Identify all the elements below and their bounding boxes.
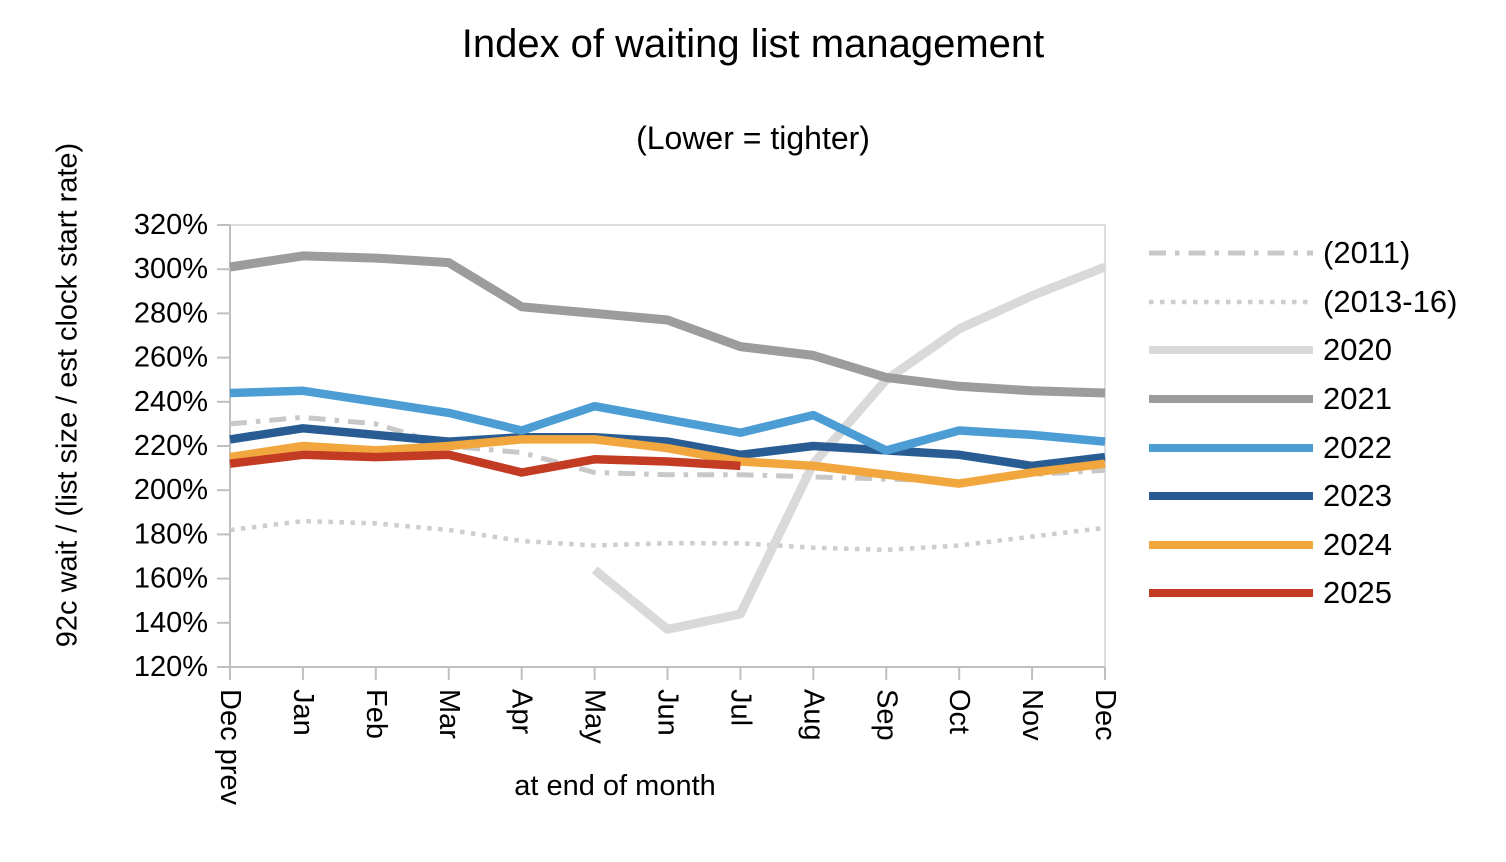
legend-label: 2020 bbox=[1323, 332, 1392, 368]
chart-title: Index of waiting list management bbox=[461, 22, 1045, 66]
legend-swatch-2020 bbox=[1149, 346, 1313, 355]
legend-item-2023: 2023 bbox=[1148, 472, 1457, 521]
y-tick-label: 140% bbox=[134, 607, 208, 639]
legend-item-2022: 2022 bbox=[1148, 423, 1457, 472]
legend-label: 2021 bbox=[1323, 381, 1392, 417]
y-tick-label: 240% bbox=[134, 386, 208, 418]
legend: (2011) (2013-16) 2020 2021 2022 2023 2024 2025 bbox=[1148, 229, 1457, 618]
x-tick-label: Jul bbox=[724, 689, 756, 726]
legend-swatch-2022 bbox=[1149, 443, 1313, 452]
x-tick-label: Sep bbox=[870, 689, 902, 741]
y-tick-label: 260% bbox=[134, 342, 208, 374]
x-tick-label: Mar bbox=[433, 689, 465, 739]
legend-swatch-2013-16 bbox=[1149, 299, 1313, 305]
legend-item-2013-16: (2013-16) bbox=[1148, 278, 1457, 327]
series-line-2020 bbox=[591, 262, 1107, 634]
series-line-2023 bbox=[229, 424, 1106, 471]
legend-label: 2024 bbox=[1323, 526, 1392, 562]
x-tick-label: Feb bbox=[360, 689, 392, 739]
legend-swatch-2023 bbox=[1149, 492, 1313, 501]
legend-item-2025: 2025 bbox=[1148, 569, 1457, 618]
x-tick-label: Jun bbox=[652, 689, 684, 736]
y-tick-label: 180% bbox=[134, 518, 208, 550]
y-tick-label: 200% bbox=[134, 474, 208, 506]
legend-label: 2023 bbox=[1323, 478, 1392, 514]
legend-swatch-2024 bbox=[1149, 540, 1313, 549]
legend-label: (2013-16) bbox=[1323, 283, 1458, 319]
y-tick-label: 160% bbox=[134, 563, 208, 595]
series-line-2024 bbox=[229, 435, 1106, 488]
legend-swatch-2021 bbox=[1149, 395, 1313, 404]
x-tick-label: Aug bbox=[797, 689, 829, 741]
x-axis-title: at end of month bbox=[514, 770, 716, 802]
y-tick-label: 280% bbox=[134, 297, 208, 329]
legend-item-2011: (2011) bbox=[1148, 229, 1457, 278]
x-tick-label: Nov bbox=[1016, 689, 1048, 741]
x-tick-label: Jan bbox=[287, 689, 319, 736]
y-tick-label: 320% bbox=[134, 209, 208, 241]
x-tick-label: Dec bbox=[1089, 689, 1121, 741]
x-tick-label: Apr bbox=[506, 689, 538, 734]
chart-subtitle: (Lower = tighter) bbox=[636, 120, 870, 156]
series-line-2025 bbox=[229, 450, 741, 477]
x-tick-label: May bbox=[579, 689, 611, 744]
legend-label: (2011) bbox=[1323, 235, 1411, 271]
x-tick-label: Oct bbox=[943, 689, 975, 734]
x-tick-label: Dec prev bbox=[214, 689, 246, 806]
series-line-2021 bbox=[229, 251, 1106, 398]
y-tick-label: 220% bbox=[134, 430, 208, 462]
series-line-2022 bbox=[229, 386, 1106, 455]
legend-label: 2022 bbox=[1323, 429, 1392, 465]
legend-item-2020: 2020 bbox=[1148, 326, 1457, 375]
legend-label: 2025 bbox=[1323, 575, 1392, 611]
legend-swatch-2025 bbox=[1149, 589, 1313, 598]
legend-item-2024: 2024 bbox=[1148, 521, 1457, 570]
series-line-2011 bbox=[229, 414, 1106, 484]
legend-item-2021: 2021 bbox=[1148, 375, 1457, 424]
series-line-2013-16 bbox=[229, 518, 1106, 553]
y-tick-label: 120% bbox=[134, 651, 208, 683]
y-tick-label: 300% bbox=[134, 253, 208, 285]
legend-swatch-2011 bbox=[1149, 250, 1313, 256]
